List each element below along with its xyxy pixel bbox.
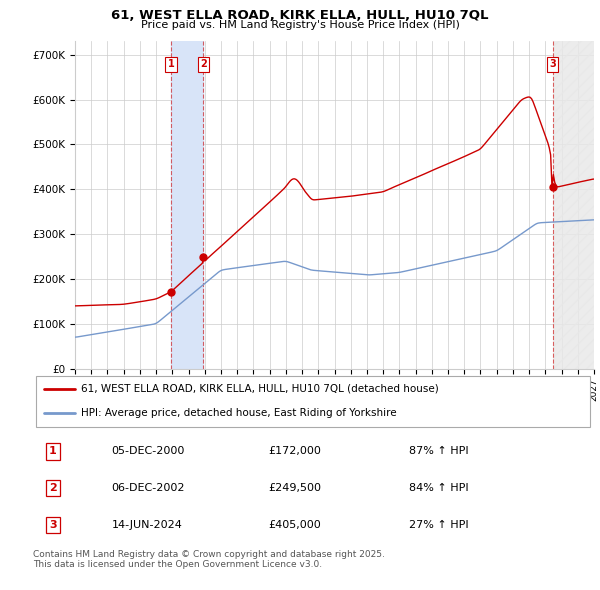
Text: 05-DEC-2000: 05-DEC-2000	[112, 447, 185, 457]
Text: 2: 2	[49, 483, 56, 493]
Point	[199, 252, 208, 261]
Text: £249,500: £249,500	[269, 483, 322, 493]
Text: Contains HM Land Registry data © Crown copyright and database right 2025.
This d: Contains HM Land Registry data © Crown c…	[33, 550, 385, 569]
Point	[166, 287, 176, 296]
Text: 2: 2	[200, 59, 207, 69]
Text: £172,000: £172,000	[269, 447, 322, 457]
Text: 06-DEC-2002: 06-DEC-2002	[112, 483, 185, 493]
Text: 87% ↑ HPI: 87% ↑ HPI	[409, 447, 469, 457]
Text: 84% ↑ HPI: 84% ↑ HPI	[409, 483, 469, 493]
Text: £405,000: £405,000	[269, 520, 322, 530]
Text: 3: 3	[49, 520, 56, 530]
Point	[548, 182, 557, 192]
Text: 61, WEST ELLA ROAD, KIRK ELLA, HULL, HU10 7QL (detached house): 61, WEST ELLA ROAD, KIRK ELLA, HULL, HU1…	[80, 384, 439, 394]
FancyBboxPatch shape	[36, 376, 590, 427]
Bar	[553, 41, 594, 369]
Text: 1: 1	[49, 447, 56, 457]
Text: 27% ↑ HPI: 27% ↑ HPI	[409, 520, 469, 530]
Text: 1: 1	[167, 59, 175, 69]
Text: 14-JUN-2024: 14-JUN-2024	[112, 520, 182, 530]
Text: 61, WEST ELLA ROAD, KIRK ELLA, HULL, HU10 7QL: 61, WEST ELLA ROAD, KIRK ELLA, HULL, HU1…	[111, 9, 489, 22]
Text: HPI: Average price, detached house, East Riding of Yorkshire: HPI: Average price, detached house, East…	[80, 408, 397, 418]
Text: 3: 3	[549, 59, 556, 69]
Bar	[171, 41, 203, 369]
Text: Price paid vs. HM Land Registry's House Price Index (HPI): Price paid vs. HM Land Registry's House …	[140, 20, 460, 30]
